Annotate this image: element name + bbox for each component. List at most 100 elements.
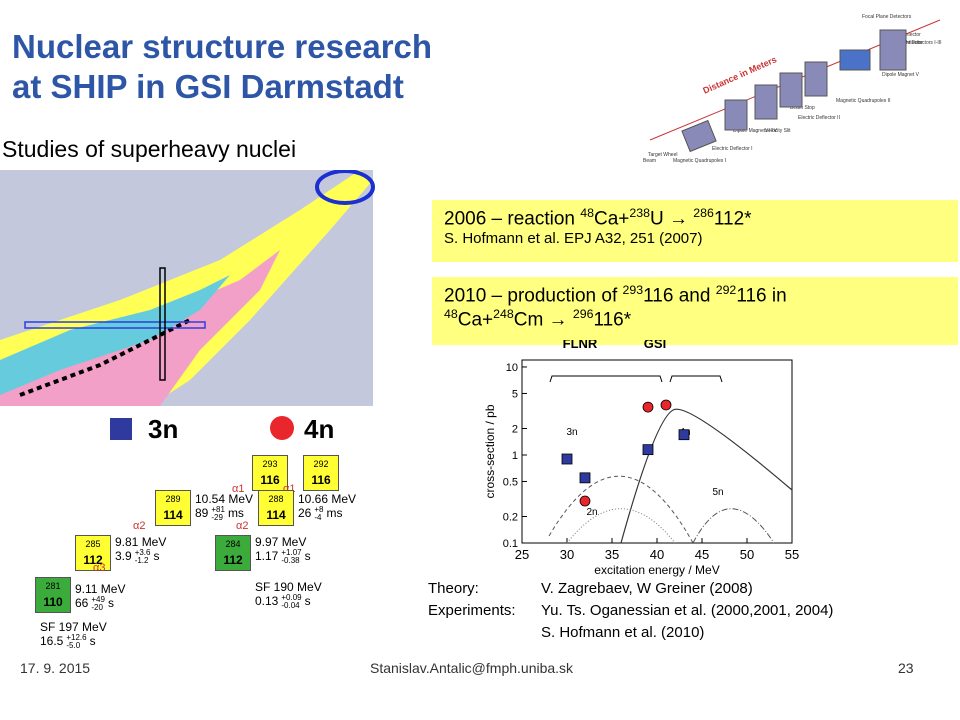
decay-energy: 10.54 MeV <box>195 492 254 506</box>
half-life-part: s <box>304 594 311 609</box>
text-run: S. Hofmann et al. EPJ A32, 251 (2007) <box>444 230 703 248</box>
x-tick-label: 55 <box>785 547 799 562</box>
theory-curve <box>566 508 676 544</box>
half-life-part: 0.13 <box>255 594 279 609</box>
text-run: U → <box>650 208 694 230</box>
x-tick-label: 25 <box>515 547 529 562</box>
decay-energy: 10.66 MeV <box>298 492 357 506</box>
alpha-label: α2 <box>133 520 146 532</box>
proton-number: 116 <box>260 473 280 487</box>
nuclide-box: 281 110 <box>35 577 71 613</box>
plot-annotation: 2n <box>586 507 597 518</box>
half-life-part: s <box>304 549 311 564</box>
proton-number: 114 <box>266 508 286 522</box>
errors: +8 -4 <box>314 506 323 522</box>
mass-number: 284 <box>225 539 241 549</box>
errors: +81 -29 <box>211 506 225 522</box>
x-tick-label: 35 <box>605 547 619 562</box>
half-life-part: s <box>89 634 96 649</box>
decay-energy: SF 190 MeV <box>255 580 322 594</box>
half-life-part: 26 <box>298 506 312 521</box>
plot-annotation: GSI <box>644 340 666 351</box>
box-line: 48Ca+248Cm → 296116* <box>444 307 946 331</box>
half-life: 3.9 +3.6 -1.2 s <box>115 549 159 565</box>
diagram-label: Beam Stop <box>790 105 815 111</box>
plot-annotation: 5n <box>712 487 723 498</box>
data-point <box>561 453 573 465</box>
half-life-part: -1.2 <box>134 556 149 565</box>
errors: +1.07 -0.38 <box>281 549 301 565</box>
diagram-label: Focal Plane Detectors <box>862 14 912 20</box>
text-run: 2006 – reaction <box>444 208 581 230</box>
text-run: 48 <box>580 206 594 220</box>
mass-number: 293 <box>262 459 278 469</box>
data-point <box>579 472 591 484</box>
info-box: 2006 – reaction 48Ca+238U → 286112* S. Ho… <box>432 200 958 262</box>
footer-date: 17. 9. 2015 <box>20 660 91 676</box>
legend-label: 4n <box>304 414 335 444</box>
half-life-part: 89 <box>195 506 209 521</box>
text-run: 116 and <box>643 285 716 307</box>
note-text: V. Zagrebaev, W Greiner (2008) <box>541 580 753 597</box>
text-run: Ca+ <box>457 309 494 331</box>
half-life-part: +3.6 <box>134 548 151 557</box>
alpha-label: α2 <box>236 520 249 532</box>
half-life-part: 1.17 <box>255 549 279 564</box>
text-run: 248 <box>493 307 514 322</box>
legend-circle <box>270 416 294 440</box>
half-life: 66 +49 -20 s <box>75 596 114 612</box>
half-life-part: +49 <box>91 595 105 604</box>
proton-number: 112 <box>223 553 243 567</box>
data-point <box>579 495 591 507</box>
half-life-part: ms <box>326 506 343 521</box>
y-tick-label: 2 <box>512 423 518 435</box>
half-life: 1.17 +1.07 -0.38 s <box>255 549 311 565</box>
half-life-part: +0.09 <box>281 593 302 602</box>
diagram-label: Beam <box>643 158 657 164</box>
half-life-part: -29 <box>211 513 223 522</box>
proton-number: 116 <box>311 473 331 487</box>
decay-energy: 9.81 MeV <box>115 535 167 549</box>
diagram-label: Electric Deflector II <box>798 115 840 121</box>
half-life: 26 +8 -4 ms <box>298 506 342 522</box>
half-life: 16.5 +12.6 -5.0 s <box>40 634 96 650</box>
note-text: Yu. Ts. Oganessian et al. (2000,2001, 20… <box>541 602 834 619</box>
half-life-part: -20 <box>91 603 103 612</box>
mass-number: 281 <box>45 581 61 591</box>
diagram-label: Target Wheel <box>648 152 678 158</box>
errors: +3.6 -1.2 <box>135 549 151 565</box>
y-tick-label: 0.5 <box>503 476 518 488</box>
decay-energy: 9.11 MeV <box>75 582 126 596</box>
proton-number: 114 <box>163 508 183 522</box>
bracket <box>549 375 723 383</box>
nuclide-box: 284 112 <box>215 535 251 571</box>
half-life-part: 16.5 <box>40 634 64 649</box>
half-life-part: -5.0 <box>66 641 81 650</box>
diagram-label: Time of Flight Detectors I-III <box>880 40 942 46</box>
footer-page: 23 <box>898 660 914 676</box>
box-line: 2006 – reaction 48Ca+238U → 286112* <box>444 206 946 230</box>
nuclide-box: 292 116 <box>303 455 339 491</box>
diagram-label: Si - Detector <box>895 40 923 46</box>
diagram-label: Magnetic Quadrupoles I <box>673 158 727 164</box>
text-run: 48 <box>444 307 458 322</box>
text-run: 296 <box>572 307 594 322</box>
errors: +0.09 -0.04 <box>281 594 301 610</box>
nuclide-box: 285 112 <box>75 535 111 571</box>
note-text: Experiments: <box>428 602 516 619</box>
box-line: S. Hofmann et al. EPJ A32, 251 (2007) <box>444 230 946 247</box>
nuclide-map <box>0 170 375 406</box>
decay-energy: 9.97 MeV <box>255 535 307 549</box>
text-run: 116* <box>593 309 632 331</box>
y-tick-label: 10 <box>506 362 518 374</box>
title-line: Nuclear structure research <box>12 28 433 65</box>
text-run: 238 <box>629 206 650 220</box>
diagram-label: γ - Detector <box>895 32 921 38</box>
y-tick-label: 5 <box>512 388 518 400</box>
mass-number: 288 <box>268 494 284 504</box>
legend-label: 3n <box>148 414 179 444</box>
half-life-part: 3.9 <box>115 549 132 564</box>
half-life-part: -0.04 <box>281 601 300 610</box>
plot-annotation: FLNR <box>563 340 598 351</box>
